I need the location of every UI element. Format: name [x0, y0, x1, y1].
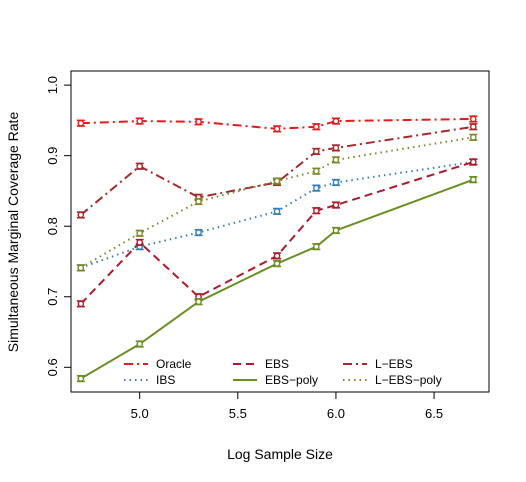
y-tick-label: 0.7: [45, 288, 60, 306]
y-axis: 0.6 0.7 0.8 0.9 1.0: [45, 76, 71, 376]
data-point: [313, 207, 320, 214]
series-3: [76, 176, 478, 383]
series-0: [76, 115, 478, 133]
data-point: [273, 125, 281, 133]
data-point: [470, 123, 477, 131]
x-axis: 5.0 5.5 6.0 6.5: [131, 392, 443, 421]
data-point: [332, 117, 340, 125]
legend-item: IBS: [124, 373, 175, 387]
legend-item: L−EBS: [343, 357, 413, 371]
x-tick-label: 6.5: [425, 406, 443, 421]
data-point: [77, 300, 85, 308]
y-tick-label: 0.6: [45, 358, 60, 376]
y-tick-label: 0.9: [45, 147, 60, 165]
legend-label: Oracle: [156, 357, 192, 371]
data-point: [195, 198, 202, 205]
data-point: [332, 227, 340, 234]
data-point: [136, 340, 143, 348]
data-point: [332, 179, 340, 186]
data-point: [313, 167, 320, 175]
data-point: [313, 243, 320, 250]
legend-item: EBS: [233, 357, 289, 371]
data-point: [470, 176, 477, 183]
data-point: [195, 229, 202, 236]
data-point: [77, 119, 85, 127]
data-point: [77, 264, 85, 272]
x-tick-label: 5.0: [131, 406, 149, 421]
data-point: [136, 239, 143, 246]
plot-marks: [76, 115, 478, 383]
x-tick-label: 5.5: [229, 406, 247, 421]
data-point: [332, 201, 340, 209]
legend: Oracle IBS EBS EBS−poly L−EBS L−EBS−poly: [124, 357, 442, 387]
data-point: [77, 211, 85, 219]
data-point: [273, 260, 281, 267]
data-point: [273, 208, 281, 215]
series-5: [76, 133, 478, 272]
plot-frame: [70, 70, 490, 393]
legend-label: EBS: [265, 357, 289, 371]
data-point: [313, 123, 320, 131]
y-tick-label: 0.8: [45, 217, 60, 235]
data-point: [470, 158, 477, 166]
y-axis-title: Simultaneous Marginal Coverage Rate: [5, 112, 21, 353]
data-point: [195, 298, 202, 305]
data-point: [313, 148, 320, 155]
data-point: [470, 115, 477, 123]
x-tick-label: 6.0: [327, 406, 345, 421]
data-point: [470, 134, 477, 141]
legend-label: IBS: [156, 373, 175, 387]
data-point: [195, 118, 202, 126]
legend-label: L−EBS: [375, 357, 413, 371]
data-point: [313, 184, 320, 192]
x-axis-title: Log Sample Size: [227, 446, 333, 462]
y-tick-label: 1.0: [45, 76, 60, 94]
legend-label: EBS−poly: [265, 373, 318, 387]
data-point: [332, 144, 340, 152]
data-point: [136, 117, 143, 125]
data-point: [77, 375, 85, 382]
data-point: [136, 162, 143, 170]
legend-item: Oracle: [124, 357, 192, 371]
data-point: [136, 229, 143, 237]
legend-item: L−EBS−poly: [343, 373, 442, 387]
series-2: [76, 158, 478, 308]
data-point: [273, 252, 281, 260]
legend-label: L−EBS−poly: [375, 373, 442, 387]
legend-item: EBS−poly: [233, 373, 318, 387]
data-point: [273, 177, 281, 185]
data-point: [332, 156, 340, 164]
